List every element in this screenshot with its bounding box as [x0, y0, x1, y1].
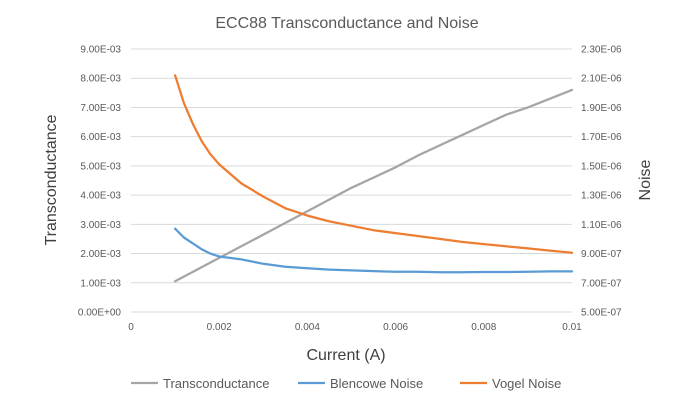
legend-label-blencowe-noise: Blencowe Noise — [330, 376, 423, 391]
legend-label-vogel-noise: Vogel Noise — [492, 376, 561, 391]
y-left-tick-label: 0.00E+00 — [78, 308, 122, 319]
series-line-transconductance — [173, 88, 574, 283]
y-right-tick-label: 9.00E-07 — [581, 249, 622, 260]
y-right-tick-label: 1.90E-06 — [581, 103, 622, 114]
x-tick-label: 0.006 — [383, 322, 408, 333]
x-tick-label: 0 — [128, 322, 134, 333]
x-tick-label: 0.01 — [562, 322, 582, 333]
y-left-tick-label: 9.00E-03 — [80, 45, 121, 56]
series-line-vogel-noise — [173, 74, 574, 254]
y-right-tick-label: 1.50E-06 — [581, 161, 622, 172]
y-right-tick-label: 1.10E-06 — [581, 220, 622, 231]
y-left-tick-label: 7.00E-03 — [80, 103, 121, 114]
y-right-tick-label: 1.70E-06 — [581, 132, 622, 143]
x-axis-title: Current (A) — [306, 347, 385, 364]
y-left-axis-ticks: 0.00E+00 1.00E-03 2.00E-03 3.00E-03 4.00E-03… — [78, 45, 122, 319]
legend-label-transconductance: Transconductance — [163, 376, 269, 391]
y-right-tick-label: 7.00E-07 — [581, 278, 622, 289]
y-right-tick-label: 5.00E-07 — [581, 308, 622, 319]
y-right-axis-title: Noise — [637, 159, 654, 200]
y-left-axis-title: Transconductance — [43, 114, 60, 245]
x-tick-label: 0.004 — [295, 322, 320, 333]
x-axis-ticks: 0 0.002 0.004 0.006 0.008 0.01 — [128, 322, 582, 333]
series-lines — [173, 74, 574, 283]
y-left-tick-label: 5.00E-03 — [80, 161, 121, 172]
chart-title: ECC88 Transconductance and Noise — [215, 15, 478, 32]
y-right-tick-label: 1.30E-06 — [581, 191, 622, 202]
y-left-tick-label: 1.00E-03 — [80, 278, 121, 289]
y-left-tick-label: 2.00E-03 — [80, 249, 121, 260]
y-right-tick-label: 2.10E-06 — [581, 74, 622, 85]
gridlines — [131, 48, 572, 313]
y-left-tick-label: 8.00E-03 — [80, 74, 121, 85]
series-line-blencowe-noise — [173, 227, 574, 274]
x-tick-label: 0.008 — [471, 322, 496, 333]
y-left-tick-label: 4.00E-03 — [80, 191, 121, 202]
y-left-tick-label: 3.00E-03 — [80, 220, 121, 231]
y-right-tick-label: 2.30E-06 — [581, 45, 622, 56]
x-tick-label: 0.002 — [207, 322, 232, 333]
y-right-axis-ticks: 5.00E-07 7.00E-07 9.00E-07 1.10E-06 1.30E-06… — [581, 45, 622, 319]
y-left-tick-label: 6.00E-03 — [80, 132, 121, 143]
legend: Transconductance Blencowe Noise Vogel Nois… — [131, 376, 561, 391]
